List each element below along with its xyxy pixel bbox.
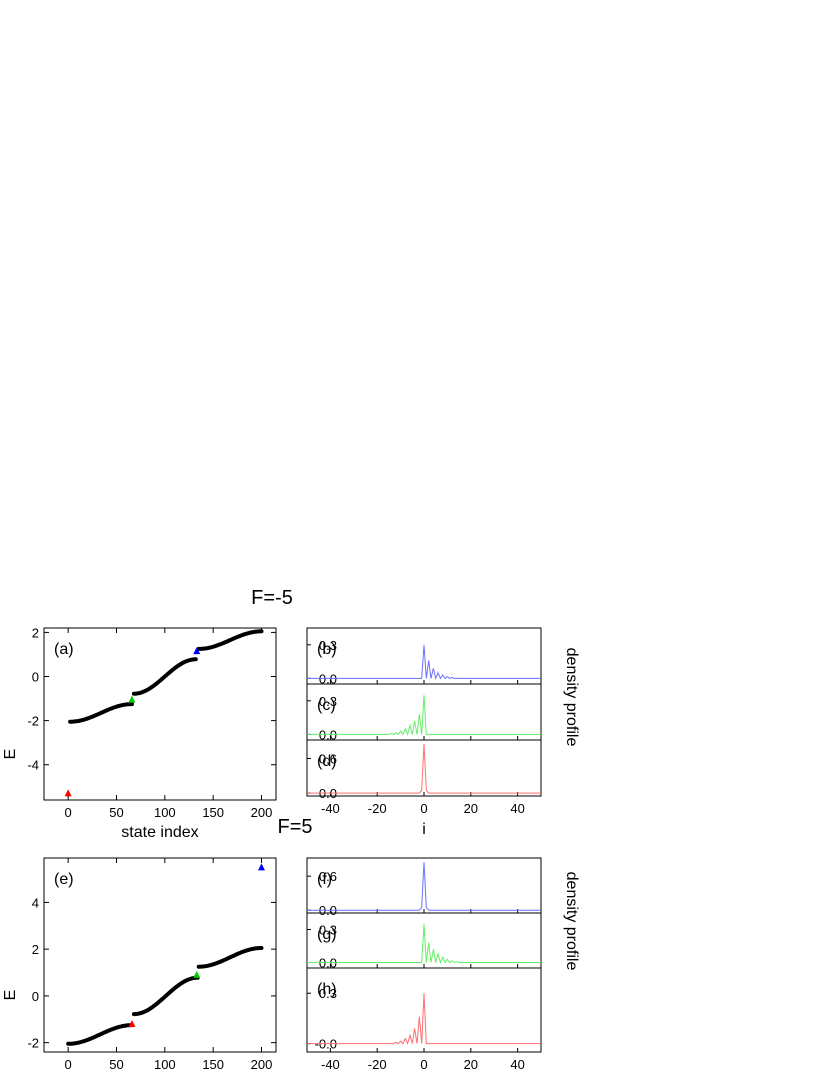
x-tick-label: -20 [368,1057,387,1072]
x-tick-label: 100 [154,1057,176,1072]
y-tick-label: 0 [32,670,39,685]
density-line [307,743,541,794]
panel-h: -0.00.3(h) [306,967,542,1053]
x-tick-label: 200 [251,805,273,820]
x-tick-label: -40 [321,1057,340,1072]
plot-frame [43,627,277,801]
x-tick-label: 150 [202,1057,224,1072]
y-tick-label: 2 [32,942,39,957]
panel-label: (d) [317,753,337,770]
panel-label: (h) [317,981,337,998]
x-tick-label: 100 [154,805,176,820]
y-axis-label: E [2,749,19,760]
y-tick-label: 0.6 [319,869,337,884]
density-line [307,695,541,736]
panel-label: (c) [317,697,336,714]
x-tick-label: -40 [321,801,340,816]
panel-c: 0.00.3(c) [306,683,542,742]
panel-label: (a) [54,641,74,658]
top-title: F=-5 [251,587,293,609]
state-marker [193,647,201,655]
y-tick-label: 0.3 [319,923,337,938]
plot-frame [306,912,542,969]
panel-a: 0 50 100 150 200 2 0 -2 -4 (a) state index E [2,625,277,841]
x-tick-label: 20 [464,801,478,816]
y-tick-label: -4 [27,758,39,773]
panel-label: (e) [54,871,74,888]
panel-g: 0.00.3(g) [306,912,542,971]
panel-label: (f) [317,871,332,888]
energy-band [66,1023,134,1046]
y-tick-label: 2 [32,625,39,640]
panel-label: (b) [317,641,337,658]
y-tick-label: -2 [27,1036,39,1051]
density-line [307,644,541,681]
x-tick-label: 0 [65,1057,72,1072]
y-tick-label: 0.6 [319,751,337,766]
bottom-title: F=5 [277,816,312,838]
y-axis-label: E [2,990,19,1001]
y-tick-label: -2 [27,714,39,729]
panel-f: 0.00.6(f) [306,857,542,918]
x-tick-label: 200 [251,1057,273,1072]
state-marker [64,789,72,797]
x-tick-label: 150 [202,805,224,820]
x-tick-label: 50 [109,1057,123,1072]
density-x-axis: -40 -20 0 20 40 i [321,801,525,838]
y-tick-label: 0.3 [319,638,337,653]
x-tick-label: 0 [420,1057,427,1072]
plot-frame [306,683,542,741]
state-marker [128,1019,136,1027]
density-line [307,861,541,911]
x-axis-label: i [422,821,426,838]
x-tick-label: -20 [368,801,387,816]
energy-band [131,657,198,696]
x-tick-label: 0 [420,801,427,816]
state-marker [128,695,136,703]
y-tick-label: 0.3 [319,986,337,1001]
y-tick-label: 0.3 [319,694,337,709]
density-profile-label-bottom: density profile [563,872,580,971]
plot-frame [306,967,542,1053]
x-tick-label: 50 [109,805,123,820]
x-tick-label: 40 [510,801,524,816]
energy-band [196,946,264,969]
density-line [307,993,541,1046]
y-tick-label: 0.0 [319,786,337,801]
panel-label: (g) [317,926,337,943]
state-marker [258,863,265,871]
energy-band [196,629,264,651]
density-profile-label-top: density profile [563,648,580,747]
y-tick-label: 4 [32,895,39,910]
density-line [307,923,541,965]
x-tick-label: 0 [65,805,72,820]
panel-b: 0.00.3(b) [306,627,542,686]
energy-band [68,702,134,724]
panel-d: 0.0 0.6(d) [306,739,542,801]
x-tick-label: 20 [464,1057,478,1072]
energy-band [131,975,200,1017]
plot-frame [43,857,277,1053]
x-tick-label: 40 [510,1057,524,1072]
x-axis-label: state index [121,824,198,841]
plot-frame [306,627,542,685]
state-marker [193,970,201,978]
y-tick-label: 0 [32,989,39,1004]
